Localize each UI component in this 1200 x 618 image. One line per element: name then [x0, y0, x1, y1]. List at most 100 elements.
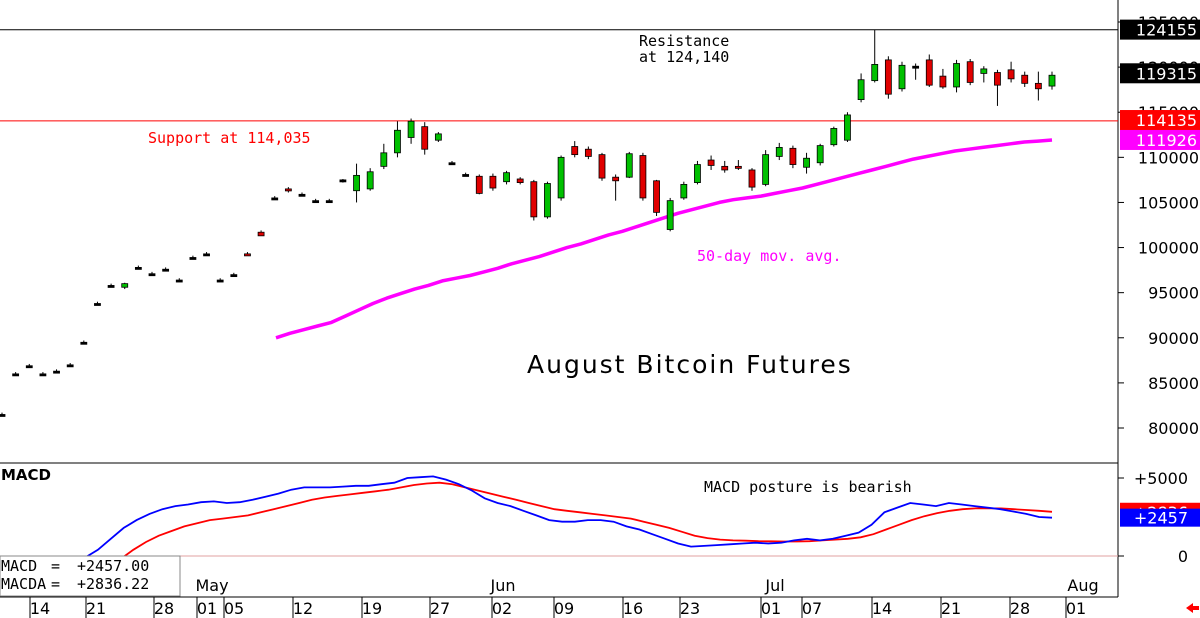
candle — [107, 283, 115, 288]
candle — [175, 278, 183, 283]
price-tag-bg — [1120, 19, 1200, 40]
candle-body — [830, 128, 838, 146]
candle — [0, 412, 6, 417]
candle — [503, 170, 510, 185]
candle-body — [39, 373, 47, 377]
candle — [953, 59, 960, 93]
candle-body — [284, 188, 292, 192]
candle — [25, 363, 33, 369]
candle-body — [1048, 74, 1056, 87]
candle-body — [1021, 74, 1029, 84]
candle-body — [80, 341, 88, 345]
candle-body — [94, 303, 101, 306]
moving-average-line — [275, 138, 1053, 340]
candle — [530, 179, 538, 221]
price-tag-label: 119315 — [1136, 64, 1197, 83]
candle-body — [544, 183, 551, 218]
candle-body — [475, 175, 483, 194]
macd-tag-label: +2457 — [1134, 509, 1188, 528]
candle — [871, 29, 879, 83]
candle — [884, 56, 892, 99]
candle — [121, 282, 129, 290]
candle-body — [925, 59, 933, 86]
candle — [762, 150, 770, 187]
candle — [707, 155, 715, 170]
candle — [134, 265, 142, 270]
candle — [598, 152, 606, 181]
candle — [844, 112, 851, 142]
x-tick-label: 07 — [802, 599, 822, 618]
candle-body — [884, 59, 892, 95]
candle-body — [312, 200, 320, 204]
candle-body — [789, 147, 797, 165]
month-label: Jul — [764, 576, 784, 595]
price-tick-label: 100000 — [1138, 239, 1199, 258]
candle-body — [939, 75, 947, 88]
macd-panel-label: MACD — [1, 466, 51, 484]
candle — [189, 255, 197, 260]
candle-body — [516, 178, 524, 183]
candle — [462, 172, 470, 177]
macd-annotation: MACD posture is bearish — [704, 478, 912, 496]
candle — [203, 252, 210, 257]
month-label: Jun — [490, 576, 516, 595]
resistance-annotation-line1: Resistance — [639, 32, 729, 50]
price-tag-bg — [1120, 129, 1200, 150]
candle-body — [230, 274, 238, 278]
candle — [939, 68, 947, 89]
candle — [94, 301, 101, 306]
candle-body — [0, 414, 6, 417]
candle — [12, 372, 20, 377]
candle-body — [434, 133, 442, 141]
candle — [748, 168, 756, 191]
candle-body — [366, 171, 374, 190]
candle — [66, 363, 74, 368]
x-tick-label: 19 — [362, 599, 382, 618]
candle — [994, 69, 1001, 106]
candle-body — [612, 176, 620, 182]
candle-body — [653, 180, 660, 213]
candle-body — [407, 120, 415, 138]
price-tag-bg — [1120, 110, 1200, 131]
price-tick-label: 105000 — [1138, 193, 1199, 212]
candle-body — [816, 145, 824, 164]
month-label: Aug — [1067, 576, 1098, 595]
candle-body — [257, 231, 265, 237]
candle-body — [489, 175, 497, 189]
candle — [898, 61, 906, 92]
x-tick-label: 02 — [492, 599, 512, 618]
candle-body — [1034, 82, 1042, 90]
x-tick-label: 28 — [154, 599, 174, 618]
price-tick-label: 85000 — [1148, 374, 1199, 393]
candle — [557, 155, 565, 201]
candle — [298, 192, 306, 197]
candle — [312, 198, 320, 204]
candle-body — [448, 162, 456, 166]
support-annotation: Support at 114,035 — [148, 129, 311, 147]
candle-body — [898, 64, 906, 90]
candle-body — [980, 68, 988, 74]
macd-tick-label: +5000 — [1134, 469, 1188, 488]
x-tick-label: 01 — [1066, 599, 1086, 618]
candle — [394, 121, 401, 158]
candle — [584, 146, 592, 160]
candle-body — [216, 279, 224, 283]
x-tick-label: 28 — [1010, 599, 1030, 618]
candle-body — [421, 126, 429, 150]
candle-body — [353, 174, 360, 192]
macda-value-eq: = — [51, 575, 60, 593]
x-tick-label: 16 — [623, 599, 643, 618]
price-tick-label: 90000 — [1148, 329, 1199, 348]
candle — [407, 118, 415, 144]
candle — [380, 143, 388, 170]
candle-body — [844, 114, 851, 141]
candle-body — [639, 155, 647, 199]
candle — [325, 198, 333, 204]
candle — [639, 152, 647, 201]
scroll-left-arrow-icon[interactable] — [1186, 603, 1199, 613]
x-tick-label: 14 — [30, 599, 50, 618]
candle — [666, 197, 674, 232]
candle-body — [189, 257, 197, 260]
candle — [830, 126, 838, 147]
candle-body — [339, 179, 347, 183]
